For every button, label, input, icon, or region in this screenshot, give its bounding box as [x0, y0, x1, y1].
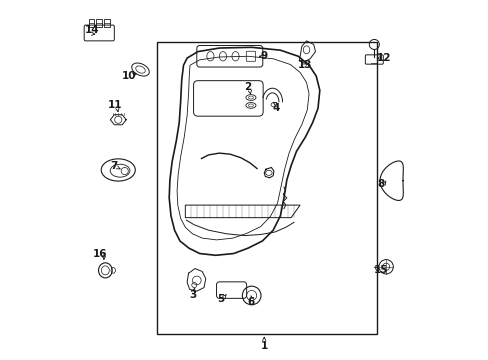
Text: 6: 6	[247, 297, 254, 307]
Text: 9: 9	[260, 51, 267, 61]
Text: 2: 2	[244, 82, 251, 92]
Text: 1: 1	[260, 341, 267, 351]
Text: 14: 14	[84, 25, 99, 35]
Text: 11: 11	[108, 100, 122, 110]
Bar	[156, 42, 376, 334]
Text: 7: 7	[110, 161, 117, 171]
Text: 8: 8	[376, 179, 384, 189]
Text: 3: 3	[188, 290, 196, 300]
Text: 13: 13	[297, 60, 311, 70]
Text: 5: 5	[217, 294, 224, 304]
Text: 10: 10	[122, 71, 136, 81]
Text: 12: 12	[376, 53, 391, 63]
Text: 4: 4	[272, 103, 279, 113]
Text: 16: 16	[93, 248, 107, 258]
Text: 15: 15	[373, 265, 387, 275]
